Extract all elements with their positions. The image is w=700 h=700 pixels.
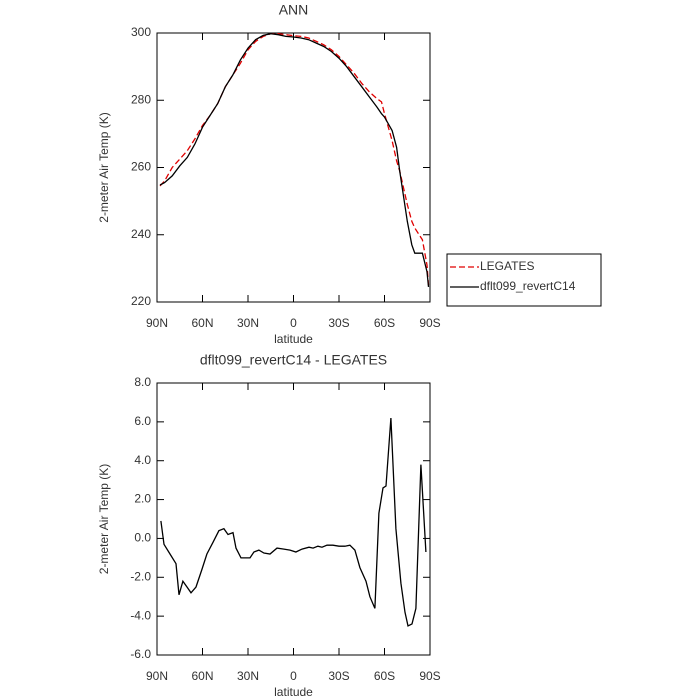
x-tick-label: 60S xyxy=(374,669,395,683)
x-axis-label: latitude xyxy=(274,332,313,346)
y-tick-label: -2.0 xyxy=(130,569,151,583)
y-tick-label: -4.0 xyxy=(130,608,151,622)
legend-label: LEGATES xyxy=(480,259,534,273)
legend-box xyxy=(446,253,602,307)
y-tick-label: 4.0 xyxy=(134,453,151,467)
y-tick-label: 0.0 xyxy=(134,531,151,545)
x-tick-label: 60N xyxy=(191,316,213,330)
x-axis-label: latitude xyxy=(274,685,313,699)
x-tick-label: 0 xyxy=(290,669,297,683)
x-tick-label: 0 xyxy=(290,316,297,330)
data-line xyxy=(159,33,430,286)
plot-frame xyxy=(156,382,431,656)
plot-frame xyxy=(156,32,431,303)
y-tick-label: 300 xyxy=(131,25,151,39)
data-line xyxy=(159,33,430,287)
x-tick-label: 90N xyxy=(146,669,168,683)
x-tick-label: 30N xyxy=(237,669,259,683)
x-tick-label: 90S xyxy=(419,669,440,683)
y-tick-label: 220 xyxy=(131,294,151,308)
x-tick-label: 30S xyxy=(328,669,349,683)
legend-label: dflt099_revertC14 xyxy=(480,279,576,293)
x-tick-label: 60S xyxy=(374,316,395,330)
x-tick-label: 60N xyxy=(191,669,213,683)
y-tick-label: 280 xyxy=(131,92,151,106)
x-tick-label: 30N xyxy=(237,316,259,330)
chart-title: dflt099_revertC14 - LEGATES xyxy=(200,352,387,368)
data-line xyxy=(160,417,427,627)
chart-title: ANN xyxy=(279,2,309,18)
y-axis-label: 2-meter Air Temp (K) xyxy=(97,464,111,574)
y-axis-label: 2-meter Air Temp (K) xyxy=(97,112,111,222)
x-tick-label: 90N xyxy=(146,316,168,330)
y-tick-label: -6.0 xyxy=(130,647,151,661)
y-tick-label: 240 xyxy=(131,227,151,241)
y-tick-label: 8.0 xyxy=(134,375,151,389)
y-tick-label: 260 xyxy=(131,160,151,174)
y-tick-label: 2.0 xyxy=(134,492,151,506)
y-tick-label: 6.0 xyxy=(134,414,151,428)
x-tick-label: 30S xyxy=(328,316,349,330)
x-tick-label: 90S xyxy=(419,316,440,330)
